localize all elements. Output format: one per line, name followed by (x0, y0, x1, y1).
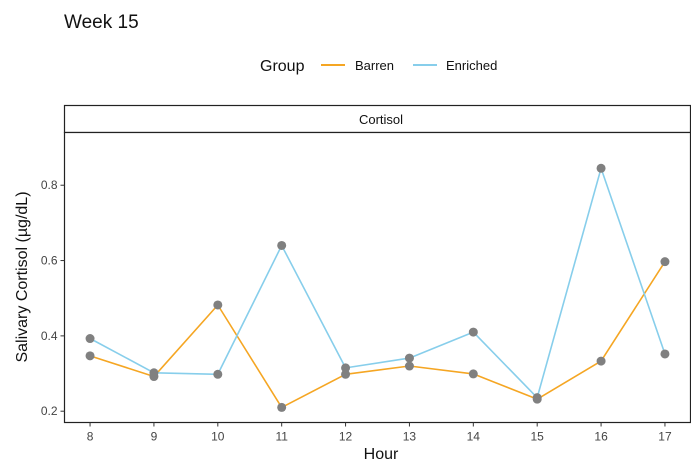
data-point-enriched (404, 353, 414, 363)
legend: Group Barren Enriched (260, 58, 497, 75)
data-point-barren (85, 351, 95, 361)
data-point-barren (277, 402, 287, 412)
y-tick-label: 0.2 (41, 404, 58, 418)
x-tick-label: 15 (531, 430, 545, 444)
y-tick-label: 0.4 (41, 329, 58, 343)
data-point-barren (213, 300, 223, 310)
x-tick-label: 9 (151, 430, 158, 444)
data-point-enriched (596, 163, 606, 173)
x-tick-label: 16 (594, 430, 608, 444)
data-point-enriched (532, 393, 542, 403)
data-point-enriched (660, 349, 670, 359)
data-point-barren (341, 369, 351, 379)
x-tick-label: 14 (467, 430, 481, 444)
facet-strip: Cortisol (63, 104, 691, 134)
plot-panel (63, 131, 691, 424)
y-axis: 0.2 0.4 0.6 0.8 (41, 178, 65, 418)
x-axis: 8 9 10 11 12 13 14 15 16 17 (87, 422, 672, 444)
series-line-enriched (89, 167, 666, 399)
data-point-enriched (468, 327, 478, 337)
data-point-barren (596, 356, 606, 366)
series-points (85, 163, 670, 412)
data-point-enriched (149, 368, 159, 378)
facet-strip-label: Cortisol (359, 112, 403, 127)
data-point-enriched (341, 363, 351, 373)
x-tick-label: 12 (339, 430, 353, 444)
data-point-enriched (213, 369, 223, 379)
chart-title: Week 15 (64, 12, 139, 33)
x-axis-label: Hour (364, 446, 399, 462)
y-axis-label: Salivary Cortisol (µg/dL) (14, 191, 31, 362)
legend-label-barren: Barren (355, 58, 394, 73)
x-tick-label: 11 (275, 430, 288, 444)
y-tick-label: 0.6 (41, 254, 58, 268)
data-point-barren (660, 257, 670, 267)
y-tick-label: 0.8 (41, 178, 58, 192)
data-point-barren (404, 361, 414, 371)
legend-label-enriched: Enriched (446, 58, 497, 73)
x-tick-label: 8 (87, 430, 94, 444)
series-line-barren (89, 261, 666, 409)
x-tick-label: 17 (658, 430, 672, 444)
series-lines (89, 167, 666, 409)
data-point-barren (468, 369, 478, 379)
x-tick-label: 10 (211, 430, 225, 444)
legend-title: Group (260, 58, 305, 75)
data-point-enriched (277, 240, 287, 250)
x-tick-label: 13 (403, 430, 417, 444)
data-point-enriched (85, 334, 95, 344)
